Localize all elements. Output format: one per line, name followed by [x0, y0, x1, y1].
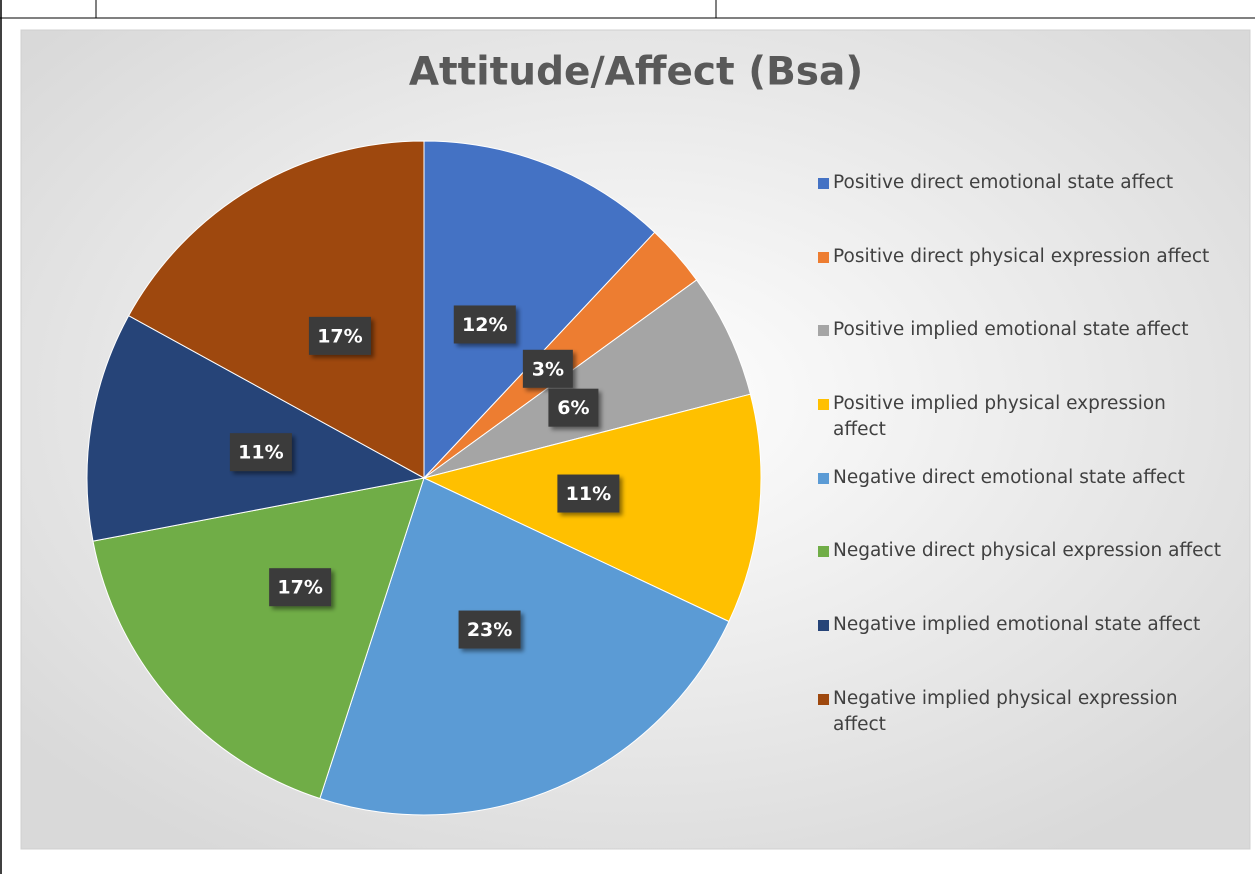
pie-slice [128, 140, 425, 479]
data-label: 12% [462, 314, 507, 336]
legend-swatch [818, 251, 829, 263]
data-label-box [548, 388, 599, 427]
pie-slice [423, 140, 656, 480]
data-label: 23% [467, 619, 512, 641]
legend-swatch [818, 399, 829, 411]
legend-label: Positive implied physical expression aff… [833, 393, 1166, 441]
legend-label: Negative direct physical expression affe… [833, 540, 1221, 562]
legend-swatch [818, 693, 829, 705]
data-label: 17% [317, 325, 362, 347]
pie-slice [319, 477, 730, 816]
legend-label: Positive direct physical expression affe… [833, 245, 1210, 267]
data-label: 3% [532, 358, 564, 380]
legend-label: Negative implied emotional state affect [833, 614, 1201, 636]
legend-swatch [818, 546, 829, 558]
legend: Positive direct emotional state affect Po… [818, 170, 1223, 760]
legend-swatch [818, 472, 829, 484]
data-label: 11% [238, 442, 283, 464]
legend-item: Negative direct emotional state affect [818, 465, 1223, 539]
legend-swatch [818, 620, 829, 632]
legend-item: Negative implied physical expression aff… [818, 686, 1223, 760]
data-label: 6% [557, 397, 589, 419]
data-label: 11% [566, 483, 611, 505]
legend-item: Positive implied physical expression aff… [818, 391, 1223, 465]
data-label-box [453, 305, 516, 344]
legend-label: Positive implied emotional state affect [833, 319, 1189, 341]
data-label-box [229, 433, 292, 472]
legend-item: Positive direct emotional state affect [818, 170, 1223, 244]
legend-item: Positive implied emotional state affect [818, 317, 1223, 391]
legend-label: Negative direct emotional state affect [833, 466, 1185, 488]
data-label-box [308, 316, 371, 355]
data-label-box [557, 474, 620, 513]
data-label-box [458, 610, 521, 649]
legend-item: Positive direct physical expression affe… [818, 244, 1223, 318]
chart-title: Attitude/Affect (Bsa) [409, 50, 863, 95]
pie-slice [92, 477, 425, 800]
pie-slice [86, 314, 426, 542]
legend-item: Negative direct physical expression affe… [818, 538, 1223, 612]
legend-label: Positive direct emotional state affect [833, 172, 1174, 193]
data-label-box [269, 568, 332, 607]
legend-label: Negative implied physical expression aff… [833, 687, 1178, 735]
legend-swatch [818, 325, 829, 337]
data-label-box [522, 349, 573, 388]
pie-slice [423, 279, 752, 479]
data-label: 17% [277, 577, 322, 599]
legend-item: Negative implied emotional state affect [818, 612, 1223, 686]
legend-swatch [818, 178, 829, 189]
